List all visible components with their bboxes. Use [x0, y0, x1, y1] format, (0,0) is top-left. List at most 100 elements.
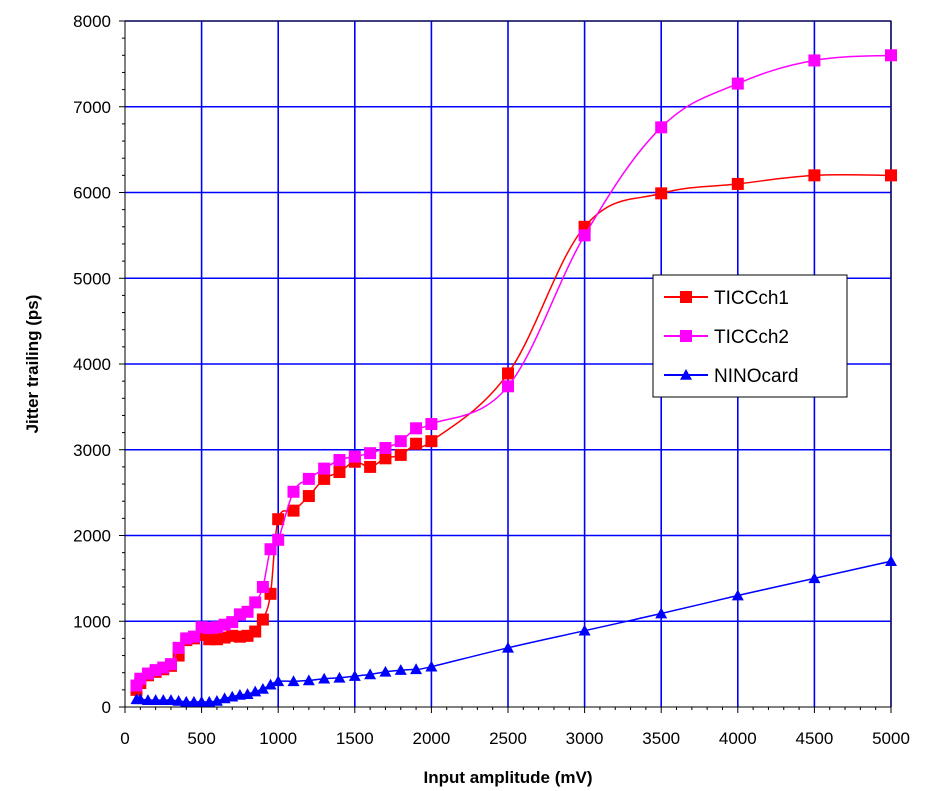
- x-tick-label: 2000: [412, 729, 450, 748]
- legend-marker-ninocard: [680, 369, 692, 380]
- x-tick-label: 2500: [489, 729, 527, 748]
- data-point-ninocard: [287, 675, 300, 687]
- x-tick-label: 3500: [642, 729, 680, 748]
- data-point-ticcch2: [249, 596, 262, 609]
- data-point-ticcch2: [578, 229, 591, 242]
- data-point-ticcch1: [808, 169, 821, 182]
- y-tick-label: 5000: [73, 269, 111, 288]
- y-tick-label: 8000: [73, 12, 111, 31]
- data-point-ticcch2: [272, 533, 285, 546]
- data-point-ninocard: [394, 664, 407, 675]
- data-point-ninocard: [885, 555, 897, 567]
- data-point-ticcch1: [379, 452, 392, 465]
- x-tick-label: 4000: [719, 729, 757, 748]
- data-point-ticcch2: [502, 380, 514, 393]
- data-point-ticcch1: [502, 367, 514, 380]
- data-point-ticcch2: [364, 447, 377, 460]
- data-point-ticcch2: [333, 454, 346, 467]
- series-ticcch2: [130, 49, 897, 692]
- x-tick-label: 5000: [872, 729, 910, 748]
- data-point-ticcch2: [187, 630, 200, 643]
- data-point-ticcch1: [425, 435, 438, 448]
- data-point-ninocard: [379, 665, 392, 677]
- x-tick-label: 4500: [795, 729, 833, 748]
- data-point-ninocard: [578, 624, 591, 636]
- data-point-ninocard: [187, 695, 200, 707]
- series-ninocard: [130, 555, 897, 707]
- x-tick-label: 1000: [259, 729, 297, 748]
- x-tick-label: 3000: [566, 729, 604, 748]
- data-point-ninocard: [502, 641, 514, 653]
- legend-entry-ticcch1: TICCch1: [664, 288, 789, 309]
- y-tick-label: 6000: [73, 184, 111, 203]
- data-point-ninocard: [149, 694, 162, 705]
- data-point-ticcch1: [333, 466, 346, 479]
- grid: [125, 20, 892, 707]
- data-point-ticcch2: [241, 605, 254, 618]
- data-point-ticcch1: [287, 504, 300, 517]
- x-axis-title: Input amplitude (mV): [423, 768, 592, 787]
- data-point-ticcch1: [318, 472, 331, 485]
- data-point-ninocard: [164, 694, 177, 705]
- y-tick-label: 0: [102, 698, 111, 717]
- data-point-ticcch1: [394, 448, 407, 461]
- x-tick-label: 0: [120, 729, 129, 748]
- y-tick-label: 7000: [73, 98, 111, 117]
- plot-border: [124, 20, 892, 708]
- legend-marker-ticcch1: [680, 291, 692, 303]
- data-point-ticcch2: [379, 442, 392, 455]
- series-layer: [130, 49, 897, 707]
- legend-entry-ninocard: NINOcard: [664, 366, 798, 387]
- legend-label-ticcch2: TICCch2: [714, 327, 789, 348]
- y-axis-title: Jitter trailing (ps): [23, 295, 42, 434]
- data-point-ninocard: [172, 694, 185, 706]
- data-point-ticcch1: [256, 613, 269, 626]
- data-point-ticcch2: [808, 54, 821, 67]
- data-point-ninocard: [256, 682, 269, 694]
- data-point-ticcch2: [348, 450, 361, 463]
- data-point-ticcch2: [410, 422, 423, 435]
- x-tick-label: 1500: [336, 729, 374, 748]
- data-point-ticcch2: [264, 543, 277, 556]
- data-point-ninocard: [180, 695, 193, 707]
- data-point-ticcch2: [655, 121, 668, 134]
- data-point-ticcch2: [256, 580, 269, 593]
- data-point-ticcch2: [731, 77, 744, 90]
- data-point-ticcch1: [272, 513, 285, 526]
- data-point-ticcch1: [731, 177, 744, 190]
- x-tick-label: 500: [187, 729, 215, 748]
- data-point-ninocard: [425, 660, 438, 672]
- data-point-ticcch2: [885, 49, 897, 62]
- y-tick-label: 1000: [73, 612, 111, 631]
- legend-label-ticcch1: TICCch1: [714, 288, 789, 309]
- data-point-ninocard: [348, 670, 361, 681]
- data-point-ninocard: [141, 694, 154, 705]
- data-point-ninocard: [655, 607, 668, 619]
- data-point-ninocard: [134, 693, 147, 705]
- data-point-ticcch2: [164, 658, 177, 671]
- data-point-ticcch1: [249, 625, 262, 638]
- data-point-ticcch2: [425, 418, 438, 431]
- data-point-ninocard: [302, 674, 315, 686]
- data-point-ticcch2: [318, 462, 331, 475]
- data-point-ticcch1: [410, 437, 423, 450]
- data-point-ticcch2: [287, 485, 300, 498]
- data-point-ninocard: [157, 694, 170, 705]
- legend-entry-ticcch2: TICCch2: [664, 327, 789, 348]
- data-point-ticcch1: [885, 169, 897, 182]
- data-point-ninocard: [808, 572, 821, 584]
- data-point-ticcch1: [655, 187, 668, 200]
- data-point-ninocard: [333, 671, 346, 683]
- data-point-ticcch2: [172, 641, 185, 654]
- legend-marker-ticcch2: [680, 330, 692, 342]
- data-point-ticcch2: [302, 472, 315, 485]
- data-point-ninocard: [364, 668, 377, 680]
- data-point-ninocard: [410, 663, 423, 675]
- data-point-ninocard: [731, 589, 744, 601]
- y-tick-label: 3000: [73, 441, 111, 460]
- data-point-ninocard: [264, 678, 277, 690]
- y-tick-labels: 0 1000 2000 3000 4000 5000 6000 7000 8000: [73, 12, 111, 717]
- y-tick-label: 4000: [73, 355, 111, 374]
- data-point-ticcch1: [302, 490, 315, 503]
